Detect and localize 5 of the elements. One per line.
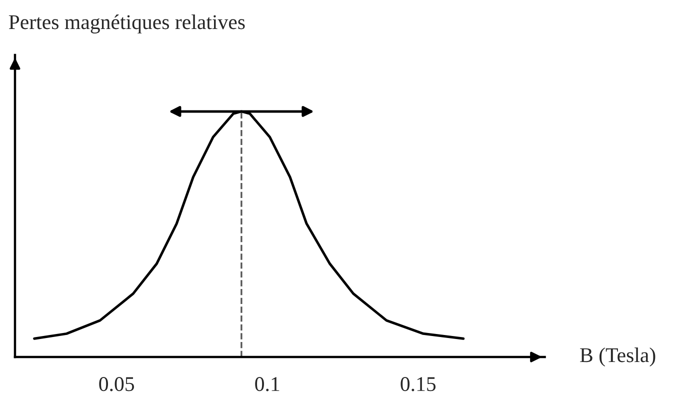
x-axis-title: B (Tesla) [580,348,656,366]
x-tick-label: 0.15 [400,377,436,392]
y-axis-title: Pertes magnétiques relatives [8,14,245,34]
x-tick-label: 0.1 [255,377,280,392]
x-tick-label: 0.05 [99,377,134,392]
